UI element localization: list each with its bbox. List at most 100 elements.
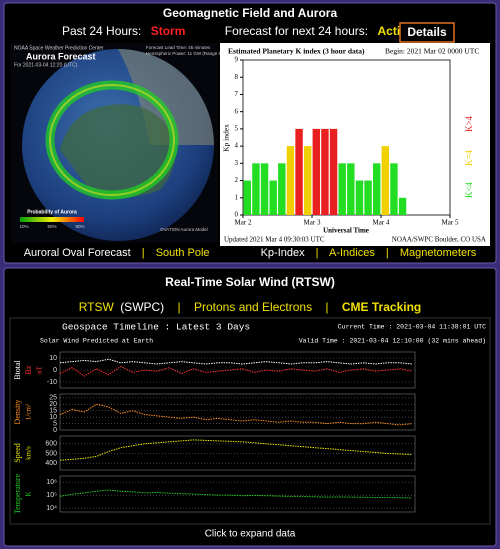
series-label: Bz xyxy=(24,365,33,374)
y-tick-label: 1 xyxy=(235,193,239,201)
separator: | xyxy=(386,247,389,259)
kp-bar xyxy=(269,180,277,215)
x-tick-label: Mar 5 xyxy=(442,219,459,227)
series-label: Btotal xyxy=(13,359,22,379)
map-lead-time: Forecast Lead Time: 45 minutes xyxy=(146,45,211,50)
rtsw-plot[interactable] xyxy=(9,317,491,525)
link[interactable]: Kp-Index xyxy=(261,247,306,259)
unit-label: km/s xyxy=(25,446,33,460)
x-tick-label: Mar 4 xyxy=(373,219,390,227)
data-line xyxy=(59,365,413,377)
link[interactable]: Auroral Oval Forecast xyxy=(24,247,131,259)
map-agency: NOAA Space Weather Prediction Center xyxy=(14,45,104,51)
separator: | xyxy=(325,300,328,314)
land xyxy=(60,104,176,198)
series-label: Temperature xyxy=(13,473,22,514)
x-tick-label: Mar 3 xyxy=(304,219,321,227)
kp-bar xyxy=(355,180,364,215)
valid-time: Valid Time : 2021-03-04 12:10:00 (32 min… xyxy=(299,338,486,345)
kp-bar xyxy=(398,197,407,215)
y-tick-label: 10 xyxy=(49,414,57,421)
y-tick-label: 0 xyxy=(235,211,239,219)
kp-title: Estimated Planetary K index (3 hour data… xyxy=(228,47,365,56)
unit-label: K xyxy=(25,491,33,496)
y-tick-label: 400 xyxy=(45,460,57,467)
map-title: Aurora Forecast xyxy=(26,51,96,61)
y-tick-label: 4 xyxy=(235,142,239,150)
y-tick-label: 3 xyxy=(235,159,239,167)
kp-bar xyxy=(321,128,329,215)
y-tick-label: 7 xyxy=(235,90,239,98)
map-model: OVATION Aurora Model xyxy=(160,227,208,232)
kp-bar xyxy=(286,146,295,215)
kp-bar xyxy=(295,128,303,215)
kp-bar xyxy=(243,180,252,215)
map-legend-bar xyxy=(20,217,84,222)
past-value: Storm xyxy=(151,24,186,38)
y-tick-label: 10⁴ xyxy=(46,505,57,512)
legend-entry: K<4 xyxy=(464,181,474,198)
legend-entry: K>4 xyxy=(464,115,474,132)
link[interactable]: A-Indices xyxy=(329,247,375,259)
past-label: Past 24 Hours: xyxy=(62,24,141,38)
unit-label: 1/cm³ xyxy=(25,404,33,420)
section-title: Geomagnetic Field and Aurora xyxy=(163,6,338,20)
link[interactable]: Magnetometers xyxy=(400,247,477,259)
map-legend-tick: 50% xyxy=(47,224,56,229)
kp-bar xyxy=(390,163,398,215)
link-row: RTSW (SWPC) | Protons and Electrons | CM… xyxy=(79,300,422,314)
plot-header: Geospace Timeline : Latest 3 Days xyxy=(62,322,250,333)
series-label: Density xyxy=(13,400,22,425)
y-tick-label: 600 xyxy=(45,441,57,448)
y-tick-label: 5 xyxy=(53,420,57,427)
y-tick-label: 20 xyxy=(49,401,57,408)
y-tick-label: 10 xyxy=(49,355,57,362)
data-line xyxy=(59,403,413,426)
map-legend-tick: 10% xyxy=(19,224,28,229)
plot-frame xyxy=(59,475,416,513)
footer[interactable]: Click to expand data xyxy=(205,529,296,540)
kp-bar xyxy=(347,163,355,215)
section-title: Real-Time Solar Wind (RTSW) xyxy=(165,275,335,289)
kp-x-label: Universal Time xyxy=(323,227,369,235)
details-label[interactable]: Details xyxy=(407,25,447,39)
y-tick-label: -10 xyxy=(47,379,57,386)
link[interactable]: RTSW xyxy=(79,300,115,314)
auroral-oval-core xyxy=(49,84,175,196)
y-tick-label: 8 xyxy=(235,73,239,81)
data-line xyxy=(59,439,413,461)
unit-label: nT xyxy=(36,365,44,374)
y-tick-label: 6 xyxy=(235,107,239,115)
kp-bar xyxy=(381,146,390,215)
link[interactable]: South Pole xyxy=(156,247,210,259)
kp-bar xyxy=(312,128,321,215)
data-line xyxy=(59,358,413,365)
series-label: Speed xyxy=(13,443,22,463)
plot-subheader: Solar Wind Predicted at Earth xyxy=(40,338,153,345)
map-time: For 2021-03-04 12:20 (UTC) xyxy=(14,62,78,68)
current-time: Current Time : 2021-03-04 11:38:01 UTC xyxy=(338,324,486,331)
x-tick-label: Mar 2 xyxy=(235,219,252,227)
kp-bar xyxy=(278,163,286,215)
plot-frame xyxy=(242,59,451,216)
kp-bar xyxy=(260,163,269,215)
details-button[interactable] xyxy=(399,22,455,43)
link[interactable]: Protons and Electrons xyxy=(194,300,312,314)
link-note: (SWPC) xyxy=(120,300,164,314)
map-legend-tick: 90% xyxy=(75,224,84,229)
link[interactable]: CME Tracking xyxy=(342,300,421,314)
kp-begin: Begin: 2021 Mar 02 0000 UTC xyxy=(385,47,479,56)
y-tick-label: 0 xyxy=(53,367,57,374)
kp-y-label: Kp index xyxy=(222,124,231,152)
y-tick-label: 25 xyxy=(49,395,57,402)
kp-bar xyxy=(364,180,372,215)
y-tick-label: 10⁵ xyxy=(46,492,57,499)
kp-bar xyxy=(338,163,346,215)
daylight xyxy=(118,49,214,145)
y-tick-label: 10⁶ xyxy=(46,479,57,486)
plot-frame xyxy=(59,435,416,471)
map-power: Hemispheric Power: 11 GW (Range 5 to 200… xyxy=(146,51,237,56)
separator: | xyxy=(316,247,319,259)
